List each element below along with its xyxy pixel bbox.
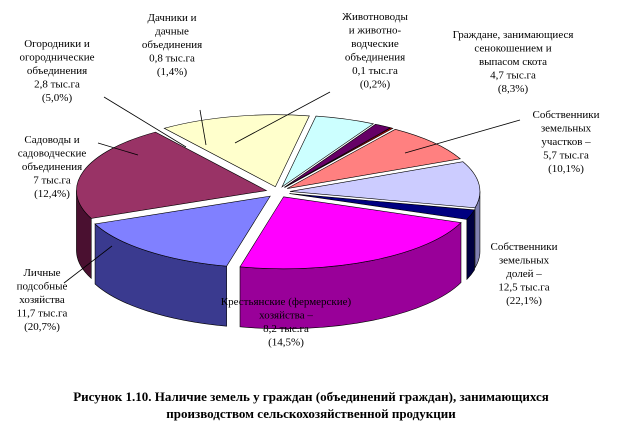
slice-label-5: Дачники и дачные объединения 0,8 тыс.га (1,4…: [142, 12, 202, 78]
slice-label-0: Собственники земельных долей –12,5 тыс.га(…: [490, 241, 557, 307]
caption-line-1: Рисунок 1.10. Наличие земель у граждан (…: [73, 389, 549, 404]
slice-label-7: Граждане, занимающиеся сенокошением и выпа…: [453, 29, 574, 95]
leader-line-4: [103, 96, 187, 148]
pie-slice-side-9: [466, 208, 475, 281]
slice-label-6: Животноводы и животно-водческие объединени…: [342, 11, 408, 91]
slice-label-1: Крестьянские (фермерские) хозяйства –8,2 …: [221, 296, 352, 349]
slice-label-3: Садоводы и садоводческие объединения 7 тыс.…: [18, 134, 87, 200]
pie-slice-5: [284, 123, 392, 188]
figure-caption: Рисунок 1.10. Наличие земель у граждан (…: [0, 388, 622, 422]
pie-slice-6: [284, 127, 394, 188]
leader-line-6: [234, 91, 331, 144]
pie-slice-8: [289, 161, 481, 209]
pie-slice-0: [239, 196, 462, 270]
pie-chart: Собственники земельных долей –12,5 тыс.га(…: [17, 11, 600, 349]
slice-label-4: Огородники и огороднические объединения 2,8…: [20, 38, 95, 104]
leader-line-3: [97, 142, 139, 156]
leader-line-5: [199, 109, 207, 146]
slice-label-8: Собственники земельных участков –5,7 тыс.г…: [532, 109, 599, 175]
pie-slice-3: [163, 114, 310, 188]
pie-slice-1: [94, 195, 271, 267]
pie-slice-9: [289, 193, 476, 220]
leader-line-8: [404, 119, 521, 154]
pie-slice-7: [287, 128, 461, 189]
pie-slice-2: [76, 131, 268, 219]
caption-line-2: производством сельскохозяйственной проду…: [166, 406, 456, 421]
leader-line-2: [63, 245, 113, 284]
slice-label-2: Личные подсобные хозяйства 11,7 тыс.га (20,7…: [17, 267, 68, 333]
pie-slice-4: [281, 115, 375, 188]
